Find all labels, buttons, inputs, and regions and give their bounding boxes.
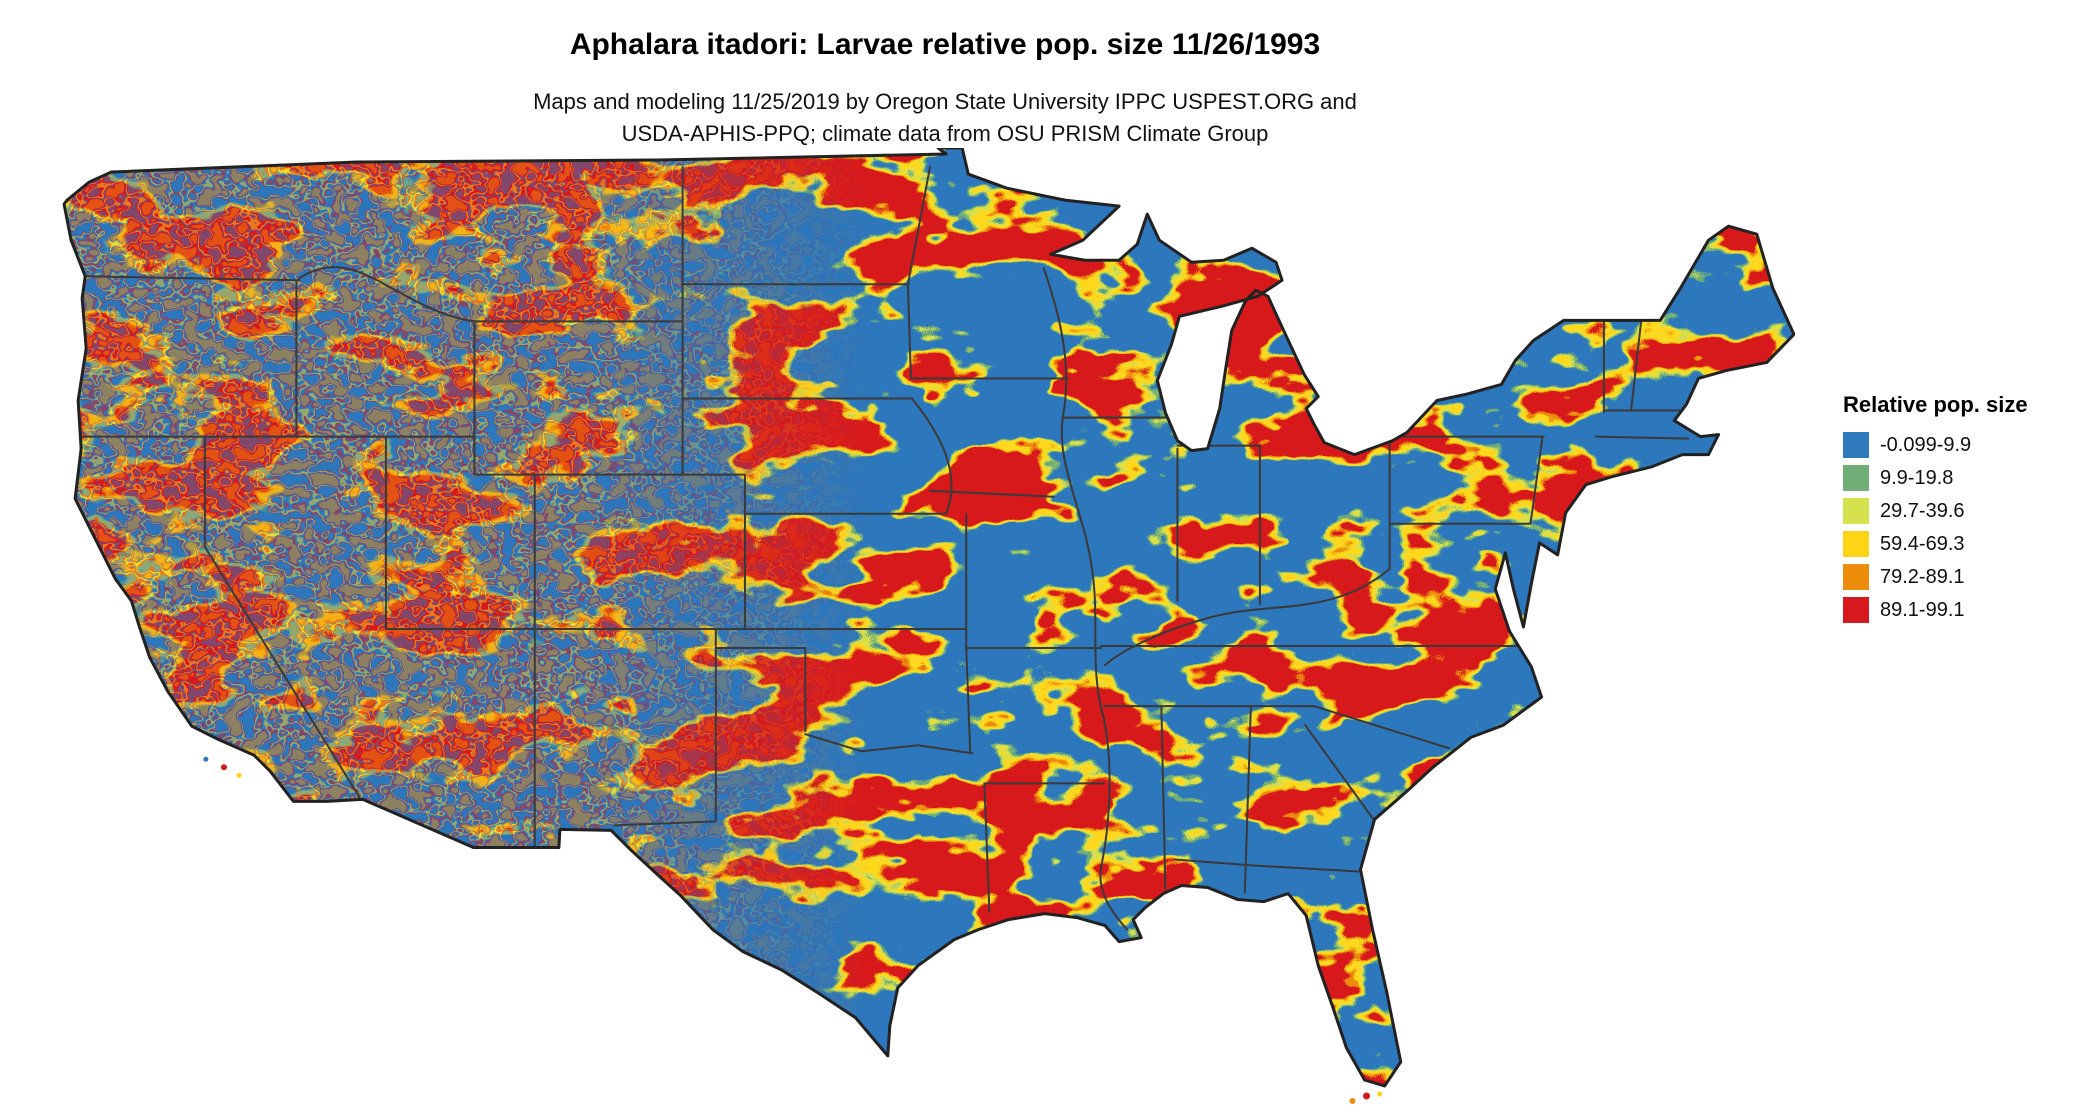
- legend-swatch: [1843, 531, 1869, 557]
- us-outline: [62, 146, 1796, 1088]
- page-subtitle: Maps and modeling 11/25/2019 by Oregon S…: [0, 86, 1890, 150]
- subtitle-line-1: Maps and modeling 11/25/2019 by Oregon S…: [533, 89, 1357, 114]
- legend-item: 9.9-19.8: [1843, 465, 2093, 491]
- islands: [203, 756, 1383, 1104]
- legend-item-label: 79.2-89.1: [1880, 565, 1965, 588]
- legend-item: 89.1-99.1: [1843, 597, 2093, 623]
- legend-item-label: 9.9-19.8: [1880, 466, 1954, 489]
- legend-swatch: [1843, 432, 1869, 458]
- page-title: Aphalara itadori: Larvae relative pop. s…: [569, 28, 1321, 61]
- legend-item: 79.2-89.1: [1843, 564, 2093, 590]
- legend-item-label: 29.7-39.6: [1880, 499, 1965, 522]
- legend-swatch: [1843, 465, 1869, 491]
- legend-item-label: 59.4-69.3: [1880, 532, 1965, 555]
- legend-item-label: -0.099-9.9: [1880, 433, 1972, 456]
- subtitle-line-2: USDA-APHIS-PPQ; climate data from OSU PR…: [621, 121, 1269, 146]
- us-map-svg: [62, 146, 1796, 1104]
- legend-item-label: 89.1-99.1: [1880, 598, 1965, 621]
- us-map: [55, 146, 1796, 1110]
- legend-swatch: [1843, 564, 1869, 590]
- legend-item: -0.099-9.9: [1843, 432, 2093, 458]
- legend-swatch: [1843, 597, 1869, 623]
- legend-swatch: [1843, 498, 1869, 524]
- legend-items: -0.099-9.9 9.9-19.8 29.7-39.6 59.4-69.3 79.2…: [1843, 432, 2093, 623]
- state-borders: [81, 166, 1698, 931]
- legend: Relative pop. size -0.099-9.9 9.9-19.8 29.…: [1843, 392, 2093, 630]
- legend-item: 59.4-69.3: [1843, 531, 2093, 557]
- legend-title: Relative pop. size: [1843, 392, 2028, 417]
- legend-item: 29.7-39.6: [1843, 498, 2093, 524]
